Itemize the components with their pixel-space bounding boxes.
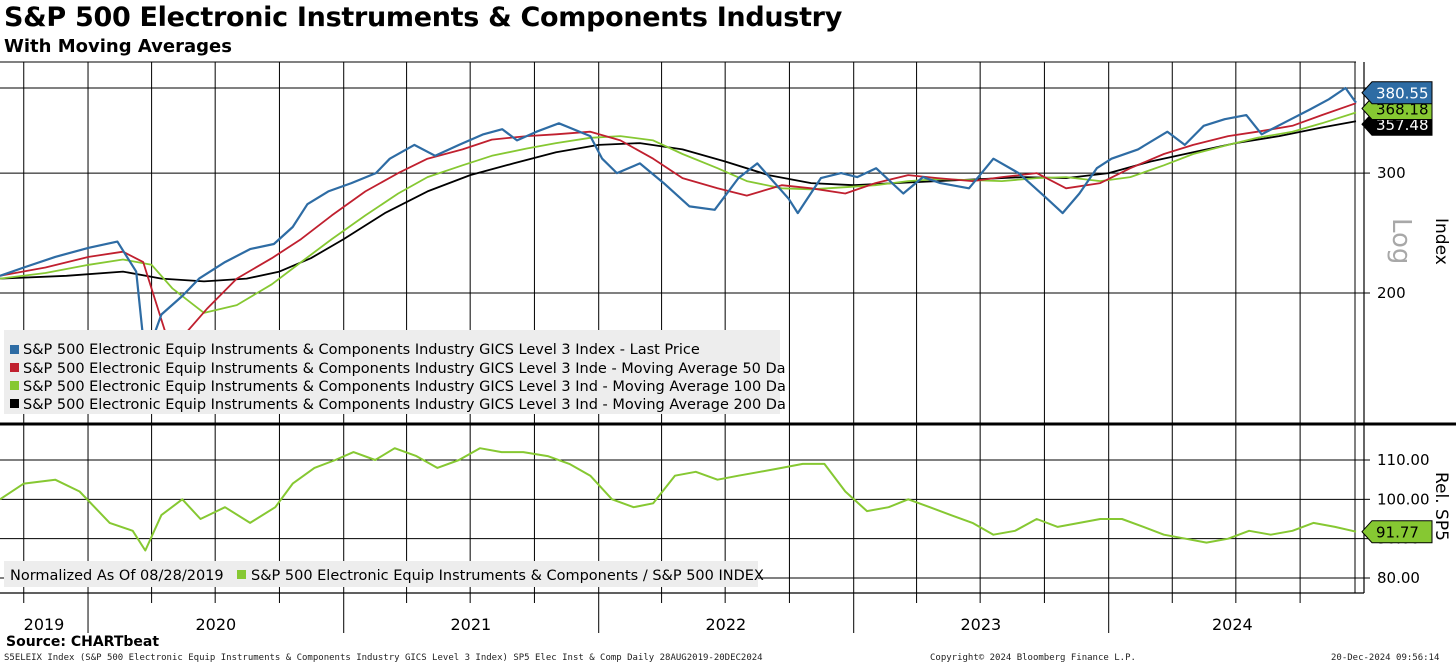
last-value-tag-price-text: 380.55 bbox=[1376, 85, 1429, 103]
legend-label-price[interactable]: S&P 500 Electronic Equip Instruments & C… bbox=[23, 342, 700, 358]
last-value-tag-ma200-text: 357.48 bbox=[1376, 116, 1429, 134]
price-panel-series bbox=[0, 86, 1357, 361]
normalized-note: Normalized As Of 08/28/2019 bbox=[10, 568, 224, 584]
last-value-tag-ma100-text: 368.18 bbox=[1376, 101, 1429, 119]
price-axis-title: Index bbox=[1431, 218, 1451, 265]
legend-label-ma200[interactable]: S&P 500 Electronic Equip Instruments & C… bbox=[23, 397, 786, 413]
legend-swatch-ma200 bbox=[10, 399, 19, 408]
x-tick-label: 2020 bbox=[196, 615, 237, 634]
timestamp: 20-Dec-2024 09:56:14 bbox=[1331, 653, 1440, 663]
x-tick-label: 2019 bbox=[24, 615, 65, 634]
legend-label-ma50[interactable]: S&P 500 Electronic Equip Instruments & C… bbox=[23, 361, 786, 377]
last-value-tag-relative: 91.77 bbox=[1361, 520, 1433, 544]
series-line-relative[interactable] bbox=[0, 447, 1357, 552]
last-value-tag-price-box bbox=[1361, 81, 1433, 105]
x-tick-label: 2021 bbox=[451, 615, 492, 634]
x-tick-label: 2022 bbox=[705, 615, 746, 634]
legend-swatch-ma50 bbox=[10, 363, 19, 372]
y-tick-label: 100.00 bbox=[1377, 490, 1430, 508]
series-line-ma50[interactable] bbox=[0, 102, 1357, 343]
series-line-ma100[interactable] bbox=[0, 111, 1357, 314]
chart-title: S&P 500 Electronic Instruments & Compone… bbox=[4, 2, 842, 33]
legend-label-ma100[interactable]: S&P 500 Electronic Equip Instruments & C… bbox=[23, 379, 786, 395]
last-value-tag-price: 380.55 bbox=[1361, 81, 1433, 105]
series-line-ma200[interactable] bbox=[0, 120, 1357, 283]
y-tick-label: 200 bbox=[1377, 284, 1406, 302]
x-tick-label: 2023 bbox=[960, 615, 1001, 634]
legend-label-relative[interactable]: S&P 500 Electronic Equip Instruments & C… bbox=[251, 568, 764, 584]
log-scale-label: Log bbox=[1386, 218, 1416, 264]
source-note: Source: CHARTbeat bbox=[6, 634, 160, 650]
legend-swatch-relative bbox=[237, 570, 246, 579]
chart-frame bbox=[0, 61, 1456, 594]
relative-axis-title: Rel. SP5 bbox=[1431, 472, 1451, 541]
chart-canvas: 20030040080.0090.00100.00110.00201920202… bbox=[0, 61, 1456, 634]
axis-labels: 20030040080.0090.00100.00110.00201920202… bbox=[24, 79, 1433, 634]
last-value-tag-relative-text: 91.77 bbox=[1376, 524, 1419, 542]
legend-swatch-ma100 bbox=[10, 381, 19, 390]
relative-panel-series bbox=[0, 447, 1357, 552]
y-tick-label: 80.00 bbox=[1377, 569, 1420, 587]
legend-background bbox=[4, 561, 758, 587]
series-line-price[interactable] bbox=[0, 86, 1357, 361]
x-tick-label: 2024 bbox=[1212, 615, 1253, 634]
ticker-line: S5ELEIX Index (S&P 500 Electronic Equip … bbox=[4, 653, 763, 663]
price-panel-legend: S&P 500 Electronic Equip Instruments & C… bbox=[4, 330, 786, 414]
chart-subtitle: With Moving Averages bbox=[4, 36, 232, 57]
last-value-tag-relative-box bbox=[1361, 520, 1433, 544]
y-tick-label: 300 bbox=[1377, 164, 1406, 182]
y-tick-label: 110.00 bbox=[1377, 451, 1430, 469]
copyright: Copyright© 2024 Bloomberg Finance L.P. bbox=[930, 653, 1136, 663]
legend-background bbox=[4, 330, 780, 414]
legend-swatch-price bbox=[10, 345, 19, 354]
relative-panel-legend: Normalized As Of 08/28/2019 S&P 500 Elec… bbox=[4, 561, 764, 587]
